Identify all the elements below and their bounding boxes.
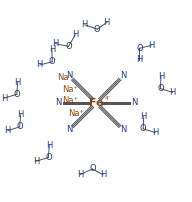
- Text: O: O: [13, 90, 20, 99]
- Text: Fe: Fe: [89, 98, 103, 108]
- Text: N: N: [55, 98, 61, 107]
- Text: H: H: [72, 31, 78, 39]
- Text: H: H: [158, 72, 164, 81]
- Text: N: N: [120, 71, 127, 80]
- Text: N: N: [131, 98, 138, 107]
- Text: N: N: [66, 71, 72, 80]
- Text: H: H: [77, 170, 83, 179]
- Text: O: O: [16, 122, 23, 131]
- Text: H: H: [152, 128, 158, 137]
- Text: Na⁺: Na⁺: [57, 73, 73, 82]
- Text: O: O: [45, 153, 52, 162]
- Text: H: H: [5, 126, 11, 135]
- Text: H: H: [37, 61, 43, 69]
- Text: H: H: [52, 39, 58, 48]
- Text: H: H: [169, 88, 176, 97]
- Text: H: H: [15, 78, 21, 87]
- Text: O: O: [140, 124, 146, 133]
- Text: H: H: [1, 94, 7, 103]
- Text: H: H: [17, 110, 24, 119]
- Text: Na⁺: Na⁺: [68, 109, 84, 118]
- Text: H: H: [104, 18, 110, 27]
- Text: O: O: [136, 44, 143, 53]
- Text: O: O: [157, 84, 164, 93]
- Text: H: H: [148, 41, 154, 50]
- Text: O: O: [65, 42, 72, 51]
- Text: H: H: [82, 20, 88, 29]
- Text: Na⁺: Na⁺: [62, 85, 78, 94]
- Text: H: H: [136, 55, 142, 64]
- Text: N: N: [66, 125, 72, 135]
- Text: N: N: [120, 125, 127, 135]
- Text: H: H: [49, 45, 55, 54]
- Text: H: H: [141, 112, 147, 121]
- Text: O: O: [49, 57, 55, 66]
- Text: H: H: [33, 157, 39, 166]
- Text: O: O: [89, 164, 96, 174]
- Text: 4⁻: 4⁻: [105, 96, 111, 101]
- Text: Na⁺: Na⁺: [62, 96, 78, 105]
- Text: H: H: [100, 170, 106, 179]
- Text: H: H: [46, 141, 53, 149]
- Text: O: O: [94, 25, 101, 34]
